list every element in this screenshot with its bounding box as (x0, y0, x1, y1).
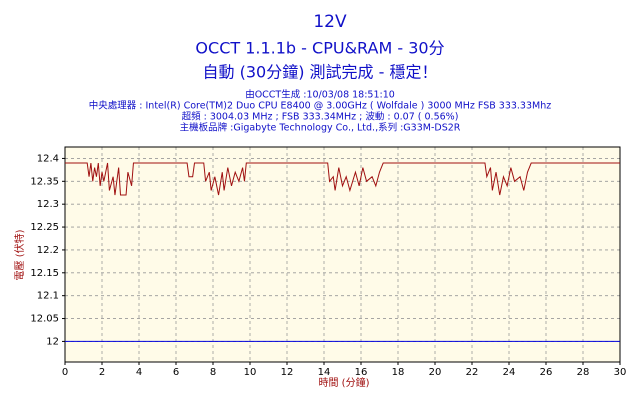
x-tick-label: 2 (99, 367, 105, 378)
x-tick-label: 6 (173, 367, 179, 378)
x-tick-label: 10 (244, 367, 257, 378)
x-tick-label: 24 (503, 367, 516, 378)
x-tick-label: 26 (540, 367, 553, 378)
x-tick-label: 0 (62, 367, 68, 378)
y-tick-label: 12 (46, 336, 59, 347)
y-tick-label: 12.2 (37, 245, 59, 256)
y-tick-label: 12.35 (30, 176, 59, 187)
x-tick-label: 14 (318, 367, 331, 378)
y-tick-label: 12.1 (37, 291, 59, 302)
chart-status: 自動 (30分鐘) 測試完成 - 穩定！ (203, 63, 438, 82)
plot-background (65, 147, 620, 362)
x-tick-label: 20 (429, 367, 442, 378)
y-tick-label: 12.15 (30, 268, 59, 279)
series-line (65, 162, 620, 196)
x-tick-label: 8 (210, 367, 216, 378)
info-line: 中央處理器 : Intel(R) Core(TM)2 Duo CPU E8400… (89, 100, 551, 112)
x-tick-label: 4 (136, 367, 142, 378)
y-tick-label: 12.4 (37, 153, 59, 164)
x-tick-label: 22 (466, 367, 479, 378)
chart-subtitle: OCCT 1.1.1b - CPU&RAM - 30分 (195, 39, 444, 58)
x-tick-label: 30 (614, 367, 627, 378)
x-axis-label: 時間 (分鐘) (319, 376, 370, 389)
y-tick-label: 12.05 (30, 314, 59, 325)
info-line: 主機板品牌 :Gigabyte Technology Co., Ltd.,系列 … (180, 122, 461, 134)
info-line: 由OCCT生成 :10/03/08 18:51:10 (245, 89, 395, 101)
y-axis-label: 電壓 (伏特) (13, 229, 26, 280)
x-tick-label: 18 (392, 367, 405, 378)
x-tick-label: 28 (577, 367, 590, 378)
x-tick-label: 16 (355, 367, 368, 378)
chart-title: 12V (313, 12, 347, 32)
x-tick-label: 12 (281, 367, 294, 378)
plot-frame (64, 146, 621, 363)
y-tick-label: 12.3 (37, 199, 59, 210)
info-line: 超頻 : 3004.03 MHz ; FSB 333.34MHz ; 波動 : … (182, 111, 459, 123)
y-tick-label: 12.25 (30, 222, 59, 233)
